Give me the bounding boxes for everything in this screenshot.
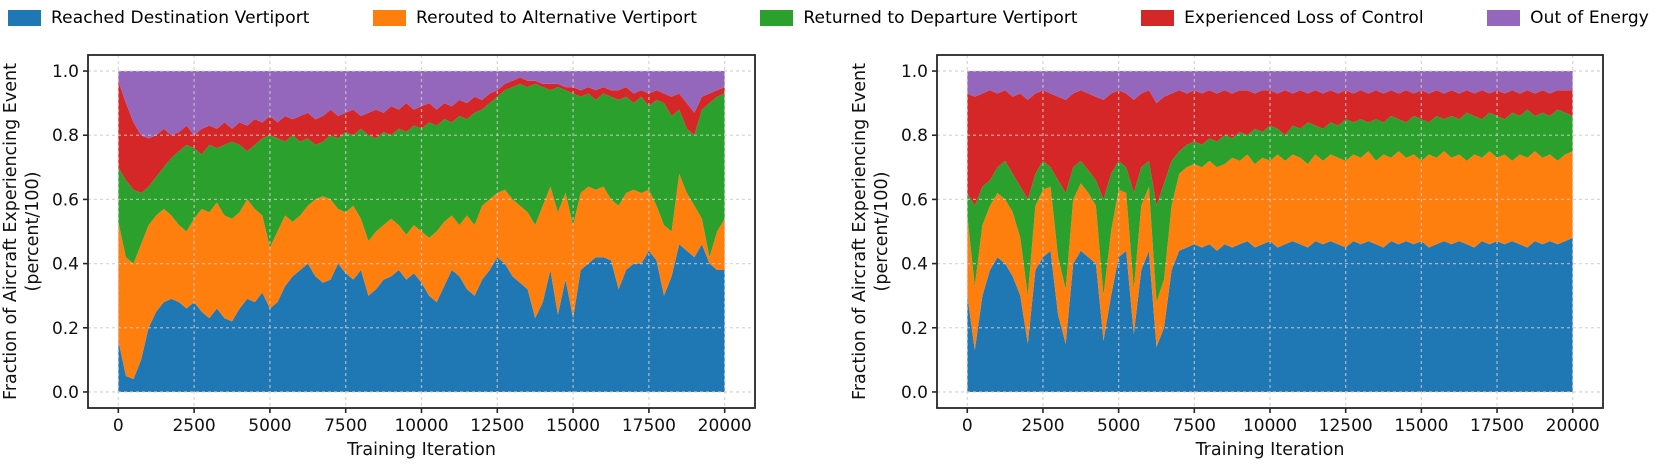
- y-axis-label-line1: Fraction of Aircraft Experiencing Event: [850, 63, 870, 400]
- x-tick-label: 20000: [698, 416, 752, 436]
- legend-item-4: Out of Energy: [1487, 8, 1649, 28]
- y-axis-label-line2: (percent/100): [872, 172, 892, 292]
- x-tick-label: 20000: [1546, 416, 1600, 436]
- charts-row: 0 2500 5000 7500 10000 12500 15000 17500 20000 0.…: [0, 34, 1661, 476]
- x-tick-label: 0: [962, 416, 973, 436]
- legend-item-2: Returned to Departure Vertiport: [760, 8, 1078, 28]
- legend-label: Out of Energy: [1530, 8, 1649, 28]
- left-stacked-area-chart: 0 2500 5000 7500 10000 12500 15000 17500 20000 0.…: [1, 54, 756, 460]
- legend-item-0: Reached Destination Vertiport: [8, 8, 310, 28]
- x-tick-label: 15000: [1394, 416, 1448, 436]
- x-tick-label: 12500: [1319, 416, 1373, 436]
- y-tick-label: 0.4: [52, 255, 79, 275]
- y-tick-label: 0.6: [901, 190, 928, 210]
- legend-label: Experienced Loss of Control: [1184, 8, 1424, 28]
- x-tick-label: 17500: [622, 416, 676, 436]
- legend-swatch: [1487, 10, 1521, 26]
- legend-label: Rerouted to Alternative Vertiport: [415, 8, 698, 28]
- legend-label: Reached Destination Vertiport: [51, 8, 310, 28]
- x-tick-label: 15000: [546, 416, 600, 436]
- y-tick-label: 0.8: [52, 126, 79, 146]
- x-tick-label: 7500: [324, 416, 367, 436]
- x-axis-label: Training Iteration: [1195, 440, 1345, 460]
- area-series: [967, 90, 1573, 206]
- legend: Reached Destination Vertiport Rerouted to…: [0, 0, 1661, 34]
- y-axis-label-line1: Fraction of Aircraft Experiencing Event: [1, 63, 21, 400]
- y-tick-label: 0.2: [52, 319, 79, 339]
- y-tick-label: 1.0: [901, 62, 928, 82]
- x-tick-label: 5000: [248, 416, 291, 436]
- legend-label: Returned to Departure Vertiport: [803, 8, 1078, 28]
- x-tick-label: 0: [113, 416, 124, 436]
- y-tick-label: 0.4: [901, 255, 928, 275]
- y-tick-label: 0.6: [52, 190, 79, 210]
- y-tick-label: 1.0: [52, 62, 79, 82]
- x-tick-label: 5000: [1097, 416, 1140, 436]
- x-axis-label: Training Iteration: [346, 440, 496, 460]
- x-tick-label: 10000: [1243, 416, 1297, 436]
- x-tick-label: 10000: [394, 416, 448, 436]
- x-tick-label: 7500: [1173, 416, 1216, 436]
- legend-swatch: [8, 10, 41, 26]
- x-tick-label: 12500: [470, 416, 524, 436]
- legend-swatch: [1141, 10, 1175, 26]
- x-tick-label: 17500: [1470, 416, 1524, 436]
- y-tick-label: 0.0: [901, 383, 928, 403]
- area-series: [118, 173, 725, 380]
- y-tick-label: 0.8: [901, 126, 928, 146]
- right-stacked-area-chart: 0 2500 5000 7500 10000 12500 15000 17500 20000 0.…: [850, 54, 1604, 460]
- legend-swatch: [760, 10, 794, 26]
- legend-swatch: [372, 10, 406, 26]
- legend-item-3: Experienced Loss of Control: [1141, 8, 1424, 28]
- y-tick-label: 0.0: [52, 383, 79, 403]
- y-axis-label-line2: (percent/100): [23, 172, 43, 292]
- x-tick-label: 2500: [172, 416, 215, 436]
- legend-item-1: Rerouted to Alternative Vertiport: [372, 8, 698, 28]
- y-tick-label: 0.2: [901, 319, 928, 339]
- x-tick-label: 2500: [1021, 416, 1064, 436]
